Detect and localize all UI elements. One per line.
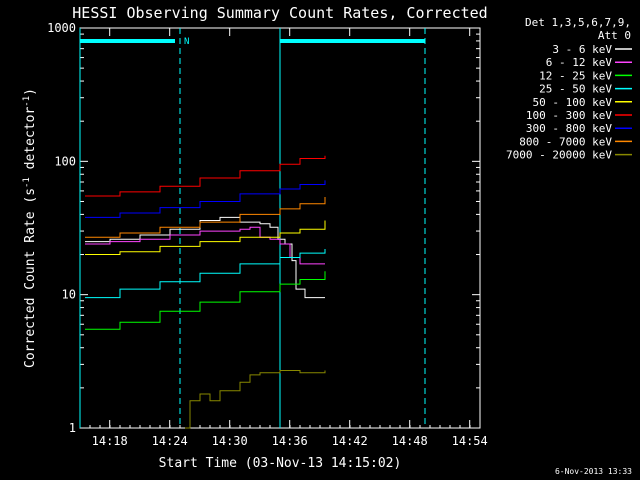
- attenuator-bar-label: N: [184, 37, 189, 47]
- series-line-2: [85, 271, 326, 330]
- series-line-3: [85, 249, 326, 299]
- y-tick-label: 1: [69, 421, 76, 435]
- series-line-1: [85, 226, 325, 265]
- y-axis-label: Corrected Count Rate (s-1 detector-1): [22, 88, 38, 368]
- footer-date: 6-Nov-2013 13:33: [555, 467, 632, 476]
- legend-label-3: 25 - 50 keV: [539, 83, 612, 96]
- y-tick-label: 100: [54, 154, 76, 168]
- series-line-6: [85, 180, 326, 218]
- series-line-8: [185, 370, 326, 429]
- y-tick-label: 1000: [47, 21, 76, 35]
- x-tick-label: 14:36: [272, 434, 308, 448]
- legend-header-line-2: Att 0: [598, 29, 631, 42]
- y-label-sup-1: -1: [22, 177, 32, 188]
- series-line-0: [85, 216, 325, 299]
- y-tick-label: 10: [62, 288, 76, 302]
- legend-header-line-1: Det 1,3,5,6,7,9,: [525, 16, 631, 29]
- x-tick-label: 14:24: [152, 434, 188, 448]
- chart-title: HESSI Observing Summary Count Rates, Cor…: [72, 4, 487, 22]
- legend-label-0: 3 - 6 keV: [552, 43, 612, 56]
- y-label-part-1: Corrected Count Rate (s: [23, 188, 38, 368]
- x-tick-label: 14:48: [392, 434, 428, 448]
- legend-label-4: 50 - 100 keV: [533, 96, 613, 109]
- legend-label-6: 300 - 800 keV: [526, 122, 612, 135]
- series-line-7: [85, 197, 326, 238]
- x-tick-label: 14:18: [92, 434, 128, 448]
- x-tick-label: 14:42: [332, 434, 368, 448]
- x-tick-label: 14:54: [452, 434, 488, 448]
- y-label-part-2: detector: [23, 107, 38, 178]
- series-line-4: [85, 220, 326, 255]
- series-line-5: [85, 155, 326, 197]
- x-tick-label: 14:30: [212, 434, 248, 448]
- y-label-part-3: ): [23, 88, 38, 96]
- legend-label-5: 100 - 300 keV: [526, 109, 612, 122]
- x-axis-label: Start Time (03-Nov-13 14:15:02): [159, 456, 402, 471]
- legend-label-2: 12 - 25 keV: [539, 69, 612, 82]
- legend-label-8: 7000 - 20000 keV: [506, 149, 612, 162]
- legend-label-1: 6 - 12 keV: [546, 56, 613, 69]
- y-label-sup-2: -1: [22, 96, 32, 107]
- legend-label-7: 800 - 7000 keV: [519, 135, 612, 148]
